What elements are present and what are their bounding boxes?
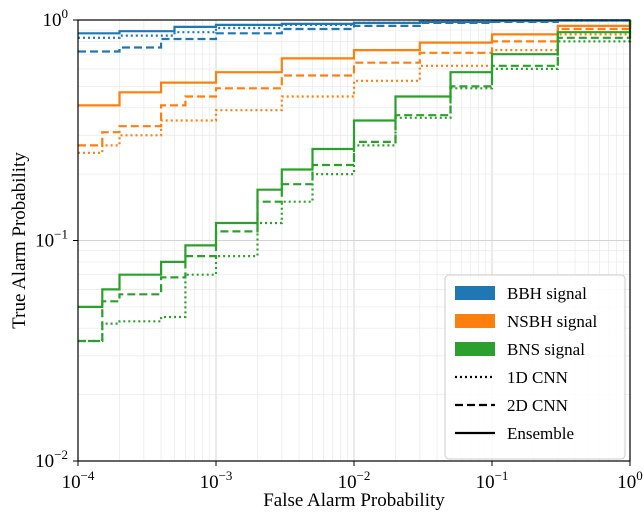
legend-label-ensemble: Ensemble [507,424,574,443]
y-tick-label-base: 10 [35,451,54,472]
y-tick-label-base: 10 [43,10,62,31]
y-tick-label: 10−1 [35,227,68,252]
y-tick-label-exponent: −1 [54,227,68,242]
x-tick-label: 10−3 [200,468,233,493]
y-tick-label-exponent: 0 [62,6,69,21]
x-tick-label-exponent: −1 [495,468,509,483]
x-tick-label: 100 [617,468,643,493]
x-tick-label-exponent: 0 [636,468,643,483]
x-tick-label-base: 10 [476,472,495,493]
legend-swatch-nsbh-signal [455,314,495,328]
y-axis-label: True Alarm Probability [9,152,30,329]
legend-label-bns-signal: BNS signal [507,340,585,359]
x-tick-label: 10−4 [62,468,95,493]
series-group [78,19,632,343]
x-axis-label: False Alarm Probability [263,490,445,511]
legend-swatch-bbh-signal [455,286,495,300]
y-tick-label: 100 [43,6,69,31]
y-tick-label-exponent: −2 [54,447,68,462]
x-tick-label-base: 10 [617,472,636,493]
legend: BBH signal NSBH signal BNS signal 1D CNN 2D … [444,274,626,460]
x-tick-label-exponent: −4 [81,468,95,483]
x-tick-label-exponent: −2 [357,468,371,483]
legend-label-1d-cnn: 1D CNN [507,368,568,387]
legend-label-nsbh-signal: NSBH signal [507,312,597,331]
y-tick-label: 10−2 [35,447,68,472]
x-tick-label-base: 10 [338,472,357,493]
x-tick-label-exponent: −3 [219,468,233,483]
x-tick-label-base: 10 [62,472,81,493]
y-tick-label-base: 10 [35,231,54,252]
legend-swatch-bns-signal [455,342,495,356]
x-tick-label-base: 10 [200,472,219,493]
nsbh-1d-cnn-line [78,20,632,154]
x-tick-label: 10−2 [338,468,371,493]
bbh-2d-cnn-line [78,19,632,53]
x-tick-label: 10−1 [476,468,509,493]
legend-label-bbh-signal: BBH signal [507,284,587,303]
legend-label-2d-cnn: 2D CNN [507,396,568,415]
